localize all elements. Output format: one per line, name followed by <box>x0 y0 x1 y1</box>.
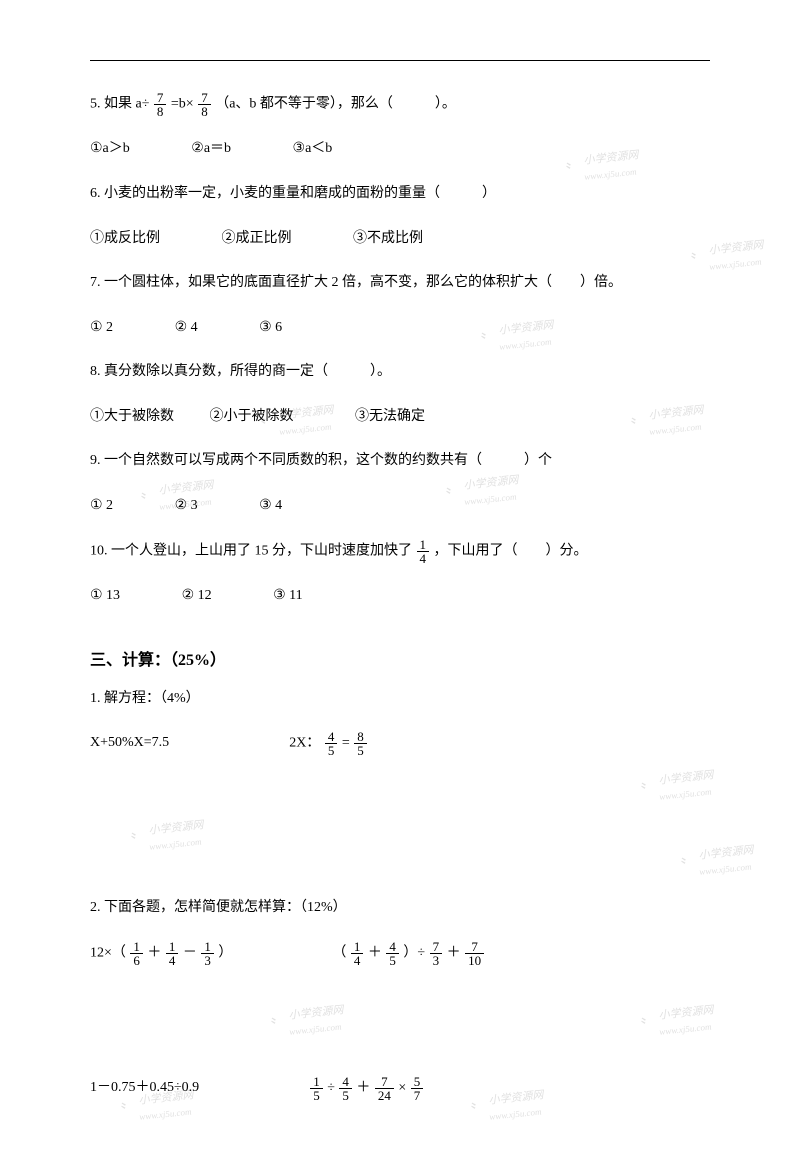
s3-q1: 1. 解方程：（4%） <box>90 686 710 713</box>
q8-options: ①大于被除数 ②小于被除数 ③无法确定 <box>90 404 710 431</box>
q6-opt1: ①成反比例 <box>90 226 160 253</box>
q10-opt2: ② 12 <box>182 583 212 610</box>
question-9: 9. 一个自然数可以写成两个不同质数的积，这个数的约数共有（ ）个 <box>90 448 710 475</box>
q10-post: ，下山用了（ ）分。 <box>434 543 588 558</box>
eq3a: 1－0.75＋0.45÷0.9 <box>90 1075 199 1102</box>
eq2a-p2: － <box>183 946 197 961</box>
s3-eq2-row: 12×（ 16 ＋ 14 － 13 ） （ 14 ＋ 45 ）÷ 73 ＋ 71… <box>90 940 710 967</box>
q5-options: ①a＞b ②a＝b ③a＜b <box>90 136 710 163</box>
q9-opt3: ③ 4 <box>259 493 282 520</box>
eq2a-p1: ＋ <box>147 946 161 961</box>
q8-opt3: ③无法确定 <box>355 404 425 431</box>
q10-opt3: ③ 11 <box>273 583 303 610</box>
eq2b-p1: ＋ <box>368 946 382 961</box>
q5-pre: 如果 a÷ <box>104 97 149 112</box>
eq1b-f2: 85 <box>354 730 367 757</box>
s3-eq1-row: X+50%X=7.5 2X： 45 = 85 <box>90 730 710 757</box>
q5-opt2: ②a＝b <box>191 136 231 163</box>
q10-opt1: ① 13 <box>90 583 120 610</box>
question-10: 10. 一个人登山，上山用了 15 分，下山时速度加快了 14 ，下山用了（ ）… <box>90 538 710 565</box>
q10-options: ① 13 ② 12 ③ 11 <box>90 583 710 610</box>
eq3b: 15 ÷ 45 ＋ 724 × 57 <box>309 1075 424 1102</box>
question-5: 5. 如果 a÷ 78 =b× 78 （a、b 都不等于零），那么（ ）。 <box>90 91 710 118</box>
q6-options: ①成反比例 ②成正比例 ③不成比例 <box>90 226 710 253</box>
q5-frac1: 78 <box>154 91 167 118</box>
q5-post: （a、b 都不等于零），那么（ ）。 <box>215 97 456 112</box>
question-7: 7. 一个圆柱体，如果它的底面直径扩大 2 倍，高不变，那么它的体积扩大（ ）倍… <box>90 270 710 297</box>
question-6: 6. 小麦的出粉率一定，小麦的重量和磨成的面粉的重量（ ） <box>90 181 710 208</box>
q10-pre: 10. 一个人登山，上山用了 15 分，下山时速度加快了 <box>90 543 416 558</box>
page-content: 5. 如果 a÷ 78 =b× 78 （a、b 都不等于零），那么（ ）。 ①a… <box>0 0 800 1161</box>
eq2a-f3: 13 <box>201 940 214 967</box>
eq2b-f2: 45 <box>386 940 399 967</box>
eq3b-f3: 724 <box>375 1075 394 1102</box>
q5-opt3: ③a＜b <box>293 136 333 163</box>
q5-num: 5. <box>90 97 101 112</box>
eq2a-f1: 16 <box>130 940 143 967</box>
eq2b-pre: （ <box>332 946 346 961</box>
section-3-title: 三、计算：（25%） <box>90 646 710 670</box>
workspace-1 <box>90 775 710 895</box>
question-8: 8. 真分数除以真分数，所得的商一定（ ）。 <box>90 359 710 386</box>
s3-q2: 2. 下面各题，怎样简便就怎样算：（12%） <box>90 895 710 922</box>
eq3b-f4: 57 <box>411 1075 424 1102</box>
top-rule <box>90 60 710 61</box>
eq1b-f1: 45 <box>325 730 338 757</box>
eq3b-f1: 15 <box>310 1075 323 1102</box>
q5-opt1: ①a＞b <box>90 136 130 163</box>
eq2b-p2: ）÷ <box>403 946 425 961</box>
eq1a: X+50%X=7.5 <box>90 730 169 757</box>
eq2b: （ 14 ＋ 45 ）÷ 73 ＋ 710 <box>332 940 485 967</box>
eq1b-mid: = <box>342 736 353 751</box>
q9-opt2: ② 3 <box>175 493 198 520</box>
s3-eq3-row: 1－0.75＋0.45÷0.9 15 ÷ 45 ＋ 724 × 57 <box>90 1075 710 1102</box>
q6-opt2: ②成正比例 <box>222 226 292 253</box>
q9-opt1: ① 2 <box>90 493 113 520</box>
eq2b-p3: ＋ <box>447 946 461 961</box>
eq3b-p1: ÷ <box>327 1081 335 1096</box>
q5-mid: =b× <box>171 97 194 112</box>
eq2b-f4: 710 <box>465 940 484 967</box>
eq1b-pre: 2X： <box>289 736 320 751</box>
q7-opt3: ③ 6 <box>259 315 282 342</box>
eq2a-post: ） <box>218 946 232 961</box>
eq2b-f1: 14 <box>351 940 364 967</box>
q9-options: ① 2 ② 3 ③ 4 <box>90 493 710 520</box>
q7-opt1: ① 2 <box>90 315 113 342</box>
eq3b-f2: 45 <box>339 1075 352 1102</box>
q7-opt2: ② 4 <box>175 315 198 342</box>
eq2a-f2: 14 <box>166 940 179 967</box>
q7-options: ① 2 ② 4 ③ 6 <box>90 315 710 342</box>
eq2a-pre: 12×（ <box>90 946 126 961</box>
q8-opt1: ①大于被除数 <box>90 404 174 431</box>
q5-frac2: 78 <box>198 91 211 118</box>
eq2a: 12×（ 16 ＋ 14 － 13 ） <box>90 940 232 967</box>
eq3b-p3: × <box>398 1081 406 1096</box>
workspace-2 <box>90 985 710 1075</box>
eq3b-p2: ＋ <box>356 1081 370 1096</box>
q10-frac: 14 <box>417 538 430 565</box>
q6-opt3: ③不成比例 <box>353 226 423 253</box>
eq1b: 2X： 45 = 85 <box>289 730 368 757</box>
eq2b-f3: 73 <box>430 940 443 967</box>
q8-opt2: ②小于被除数 <box>210 404 294 431</box>
